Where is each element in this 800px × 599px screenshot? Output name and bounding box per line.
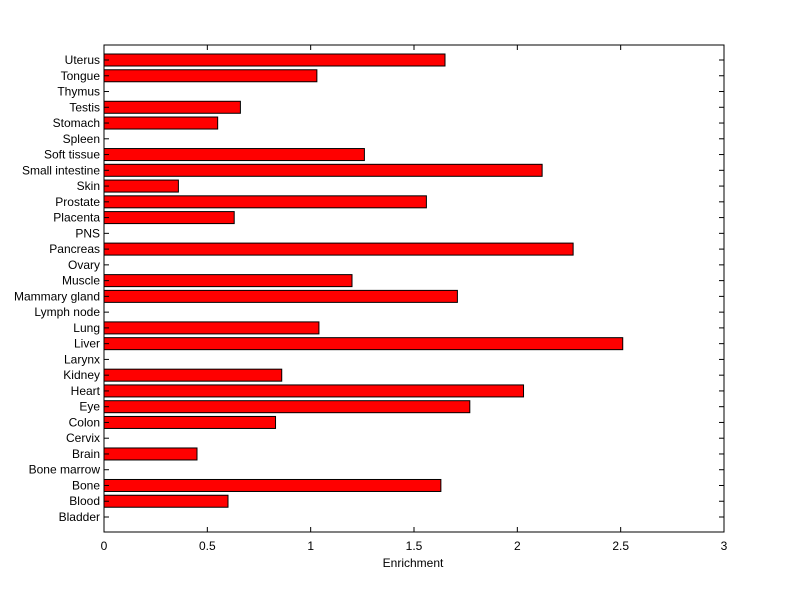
- x-tick-label: 1: [307, 539, 314, 553]
- y-tick-label: Eye: [79, 400, 100, 414]
- y-tick-label: Bone: [72, 478, 100, 492]
- y-tick-label: Skin: [77, 179, 100, 193]
- y-tick-label: Lymph node: [34, 305, 100, 319]
- y-tick-label: Liver: [74, 337, 100, 351]
- y-tick-label: Placenta: [53, 211, 100, 225]
- bar-liver: [103, 337, 624, 351]
- bar-uterus: [103, 53, 446, 67]
- x-tick-label: 2: [514, 539, 521, 553]
- y-tick-label: Pancreas: [49, 242, 100, 256]
- bar-prostate: [103, 195, 427, 209]
- bar-lung: [103, 321, 320, 335]
- bar-muscle: [103, 274, 353, 288]
- bar-skin: [103, 179, 179, 193]
- y-tick-label: Colon: [69, 415, 100, 429]
- bar-heart: [103, 384, 525, 398]
- y-tick-label: Lung: [73, 321, 100, 335]
- y-tick-label: Tongue: [61, 69, 101, 83]
- bar-bone: [103, 478, 442, 492]
- bar-placenta: [103, 211, 235, 225]
- bar-eye: [103, 400, 471, 414]
- x-axis-label: Enrichment: [383, 556, 444, 570]
- x-tick-label: 0: [101, 539, 108, 553]
- y-tick-label: PNS: [75, 226, 100, 240]
- y-tick-label: Soft tissue: [44, 148, 100, 162]
- y-tick-label: Small intestine: [22, 163, 100, 177]
- bar-soft-tissue: [103, 148, 365, 162]
- y-tick-label: Uterus: [65, 53, 100, 67]
- bar-pancreas: [103, 242, 574, 256]
- y-tick-label: Bladder: [59, 510, 100, 524]
- bar-brain: [103, 447, 198, 461]
- y-tick-label: Heart: [71, 384, 101, 398]
- y-tick-label: Kidney: [63, 368, 100, 382]
- y-tick-label: Testis: [69, 100, 100, 114]
- y-tick-label: Cervix: [66, 431, 100, 445]
- bar-small-intestine: [103, 163, 543, 177]
- plot-frame: [103, 44, 725, 533]
- bar-testis: [103, 100, 241, 114]
- bar-blood: [103, 494, 229, 508]
- y-tick-label: Blood: [69, 494, 100, 508]
- y-tick-label: Muscle: [62, 274, 100, 288]
- y-tick-label: Thymus: [57, 85, 100, 99]
- x-tick-label: 1.5: [406, 539, 423, 553]
- x-tick-label: 2.5: [612, 539, 629, 553]
- bar-mammary-gland: [103, 289, 458, 303]
- y-tick-label: Prostate: [55, 195, 100, 209]
- bar-kidney: [103, 368, 283, 382]
- x-tick-label: 3: [721, 539, 728, 553]
- y-tick-label: Ovary: [68, 258, 100, 272]
- bar-colon: [103, 415, 277, 429]
- y-tick-label: Bone marrow: [29, 463, 101, 477]
- y-tick-label: Stomach: [53, 116, 100, 130]
- y-tick-label: Larynx: [64, 352, 100, 366]
- bar-tongue: [103, 69, 318, 83]
- y-tick-label: Brain: [72, 447, 100, 461]
- x-tick-label: 0.5: [199, 539, 216, 553]
- y-tick-label: Mammary gland: [14, 289, 100, 303]
- y-tick-label: Spleen: [63, 132, 100, 146]
- bar-stomach: [103, 116, 219, 130]
